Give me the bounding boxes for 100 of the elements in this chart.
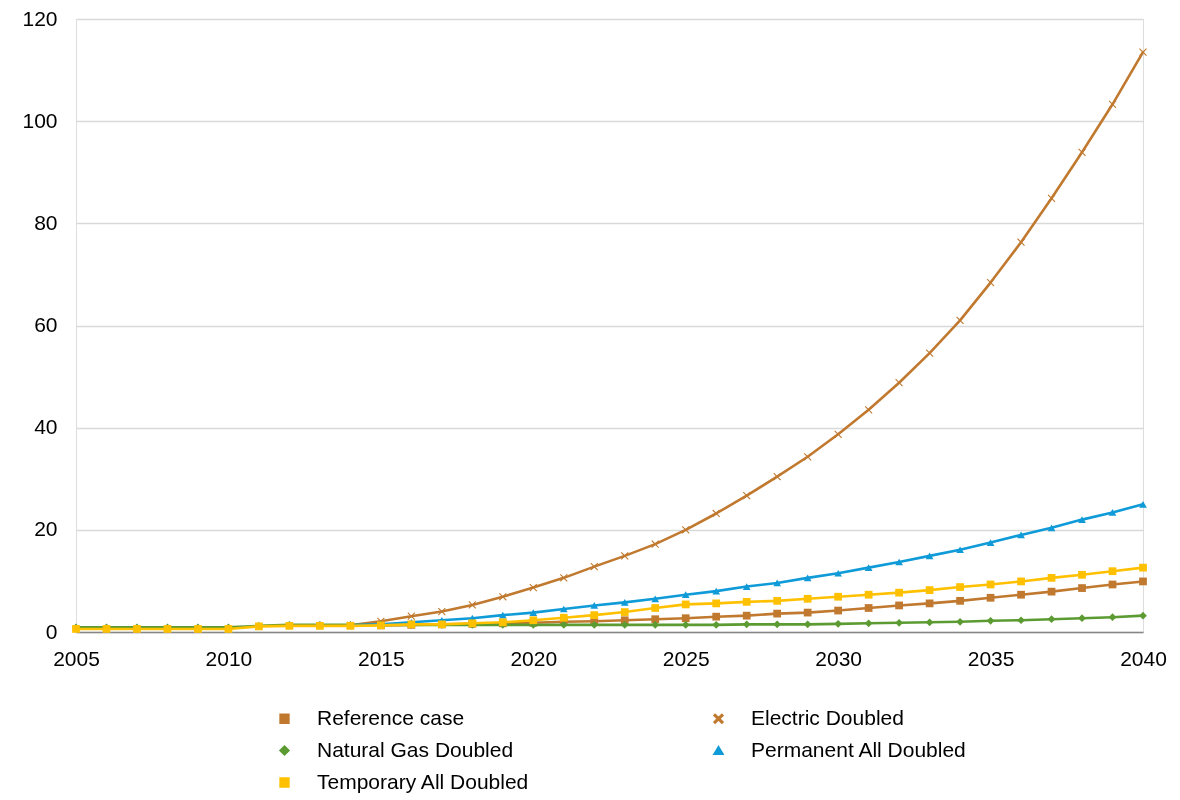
point	[651, 540, 660, 549]
point	[681, 620, 690, 629]
legend-label: Electric Doubled	[751, 705, 904, 729]
point	[925, 349, 934, 357]
point	[712, 599, 721, 608]
point	[773, 609, 782, 618]
point	[681, 600, 690, 609]
point	[864, 590, 873, 599]
point	[1047, 194, 1056, 203]
point	[559, 613, 568, 622]
point	[1078, 148, 1086, 157]
point	[559, 573, 568, 582]
point	[1017, 590, 1025, 599]
point	[956, 583, 964, 591]
point	[986, 616, 995, 625]
point	[529, 583, 538, 592]
point	[1017, 238, 1025, 247]
y-tick-label: 100	[22, 108, 58, 132]
point	[895, 378, 903, 387]
point	[651, 595, 660, 603]
point	[803, 620, 812, 629]
point	[803, 452, 812, 461]
point	[712, 509, 721, 518]
point	[864, 405, 873, 414]
x-tick-label: 2005	[53, 646, 100, 670]
point	[407, 612, 416, 621]
point	[681, 591, 690, 599]
point	[1078, 614, 1086, 623]
point	[1078, 584, 1086, 592]
point	[620, 608, 629, 616]
x-tick-label: 2025	[662, 646, 710, 670]
point	[1047, 524, 1056, 532]
point	[986, 539, 995, 546]
point	[742, 491, 751, 500]
point	[620, 599, 629, 606]
point	[834, 592, 843, 601]
point	[468, 601, 477, 609]
point	[590, 562, 599, 571]
point	[956, 617, 964, 626]
point	[1108, 567, 1117, 576]
legend-label: Permanent All Doubled	[751, 737, 966, 761]
x-tick-label: 2010	[205, 646, 253, 670]
point	[864, 619, 873, 628]
point	[925, 618, 934, 627]
point	[1017, 577, 1025, 586]
point	[1017, 616, 1025, 625]
point	[986, 593, 995, 602]
point	[803, 608, 812, 617]
y-tick-label: 0	[45, 619, 58, 643]
point	[925, 552, 934, 560]
point	[1047, 573, 1056, 582]
point	[742, 597, 751, 606]
point	[895, 618, 903, 627]
point	[1108, 613, 1117, 622]
y-tick-label: 120	[22, 6, 58, 30]
point	[437, 607, 446, 616]
point	[956, 596, 964, 605]
y-tick-label: 80	[34, 210, 58, 234]
point	[834, 606, 843, 615]
point	[925, 586, 934, 594]
point	[651, 604, 660, 612]
point	[681, 525, 690, 534]
point	[1047, 615, 1056, 624]
point	[1078, 570, 1086, 579]
point	[773, 596, 782, 605]
point	[956, 546, 964, 554]
point	[803, 594, 812, 603]
point	[712, 612, 721, 621]
legend-label: Temporary All Doubled	[317, 769, 529, 793]
point	[956, 316, 964, 325]
point	[773, 579, 782, 587]
point	[742, 583, 751, 590]
point	[864, 564, 873, 571]
point	[803, 574, 812, 582]
point	[834, 430, 843, 439]
point	[590, 611, 599, 620]
point	[1139, 563, 1147, 572]
point	[895, 601, 903, 610]
point	[1108, 509, 1117, 516]
point	[834, 569, 843, 577]
y-tick-label: 20	[34, 517, 58, 541]
x-tick-label: 2015	[358, 646, 405, 670]
x-tick-label: 2020	[510, 646, 558, 670]
point	[1139, 611, 1147, 620]
point	[1078, 516, 1086, 523]
point	[864, 604, 873, 612]
x-tick-label: 2030	[815, 646, 862, 670]
point	[1047, 587, 1056, 596]
point	[498, 592, 507, 601]
legend-label: Reference case	[317, 705, 465, 729]
point	[1139, 577, 1147, 586]
point	[773, 472, 782, 481]
point	[681, 614, 690, 623]
point	[1139, 500, 1147, 508]
point	[620, 552, 629, 560]
point	[742, 611, 751, 620]
x-tick-label: 2040	[1120, 646, 1167, 670]
point	[590, 602, 599, 609]
y-tick-label: 40	[34, 415, 58, 439]
point	[895, 588, 903, 597]
